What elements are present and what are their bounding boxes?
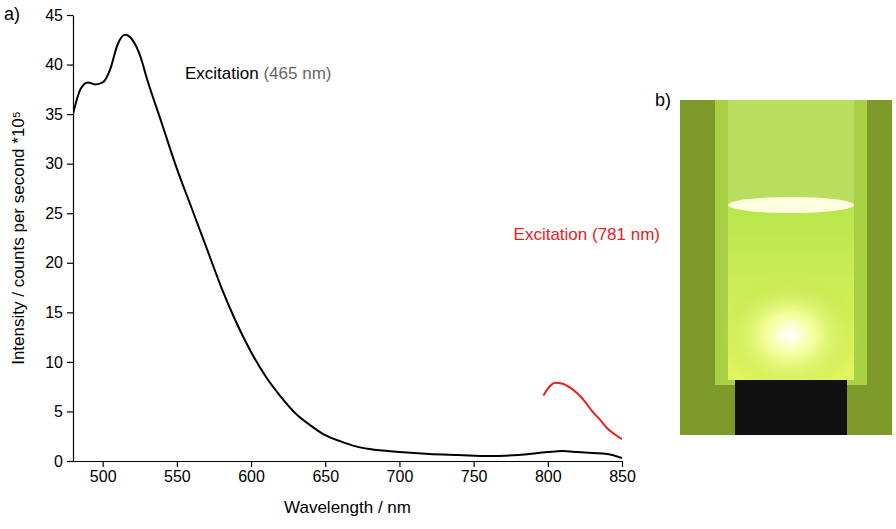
tick-label: 700 <box>387 468 414 485</box>
glow <box>720 275 860 395</box>
series-label: Excitation (465 nm) <box>185 64 331 83</box>
axis-line <box>73 16 74 462</box>
tick: 650 <box>312 461 339 485</box>
series-line <box>543 383 622 439</box>
tick-mark <box>67 15 73 16</box>
tick-mark <box>399 461 400 467</box>
tick: 0 <box>54 453 73 470</box>
photo-background <box>680 100 892 435</box>
meniscus <box>728 197 854 213</box>
tick-mark <box>67 164 73 165</box>
tick: 700 <box>387 461 414 485</box>
tick-label: 550 <box>164 468 191 485</box>
photo <box>680 100 892 435</box>
tick-mark <box>325 461 326 467</box>
tick-label: 30 <box>45 155 63 172</box>
tick-label: 45 <box>45 7 63 24</box>
tick-mark <box>177 461 178 467</box>
tick-label: 750 <box>461 468 488 485</box>
series-label: Excitation (781 nm) <box>514 225 660 244</box>
y-axis-title: Intensity / counts per second *10⁵ <box>9 111 28 365</box>
tick-mark <box>103 461 104 467</box>
tick: 15 <box>45 304 73 321</box>
tick: 25 <box>45 205 73 222</box>
series-line <box>73 35 622 458</box>
tick: 20 <box>45 254 73 271</box>
x-axis-title: Wavelength / nm <box>284 498 411 517</box>
tick: 40 <box>45 56 73 73</box>
y-axis: 0 5 10 15 20 25 30 35 40 45 <box>45 7 73 470</box>
panel-label: a) <box>4 4 20 24</box>
light-source <box>735 380 847 435</box>
tick: 550 <box>164 461 191 485</box>
tick-mark <box>67 461 73 462</box>
tick-mark <box>67 312 73 313</box>
tick-label: 600 <box>238 468 265 485</box>
tick-label: 10 <box>45 354 63 371</box>
tick-label: 0 <box>54 453 63 470</box>
tick-mark <box>474 461 475 467</box>
tick-label: 650 <box>312 468 339 485</box>
tick: 500 <box>90 461 117 485</box>
tick-mark <box>67 64 73 65</box>
tick-label: 20 <box>45 254 63 271</box>
tick-label: 15 <box>45 304 63 321</box>
tick-label: 40 <box>45 56 63 73</box>
tick-mark <box>67 411 73 412</box>
tick: 750 <box>461 461 488 485</box>
tick-label: 35 <box>45 106 63 123</box>
tick: 600 <box>238 461 265 485</box>
panel-label: b) <box>655 90 671 110</box>
tick: 10 <box>45 354 73 371</box>
tick-mark <box>548 461 549 467</box>
tick: 30 <box>45 155 73 172</box>
tick-mark <box>67 263 73 264</box>
tick-mark <box>67 114 73 115</box>
tick-label: 500 <box>90 468 117 485</box>
tick-label: 25 <box>45 205 63 222</box>
tick: 5 <box>54 403 73 420</box>
x-axis: 500 550 600 650 700 750 800 850 <box>74 461 636 485</box>
tick-label: 5 <box>54 403 63 420</box>
tick-mark <box>622 461 623 467</box>
tick: 45 <box>45 7 73 24</box>
tick-label: 800 <box>535 468 562 485</box>
axis-line <box>74 461 623 462</box>
tick: 800 <box>535 461 562 485</box>
tick-mark <box>251 461 252 467</box>
plot-area <box>73 35 622 458</box>
tick-label: 850 <box>609 468 636 485</box>
figure: 500 550 600 650 700 750 800 850 0 5 10 15 20 25 30 35 40… <box>0 0 896 529</box>
tick: 850 <box>609 461 636 485</box>
tick-mark <box>67 362 73 363</box>
tick-mark <box>67 213 73 214</box>
tick: 35 <box>45 106 73 123</box>
